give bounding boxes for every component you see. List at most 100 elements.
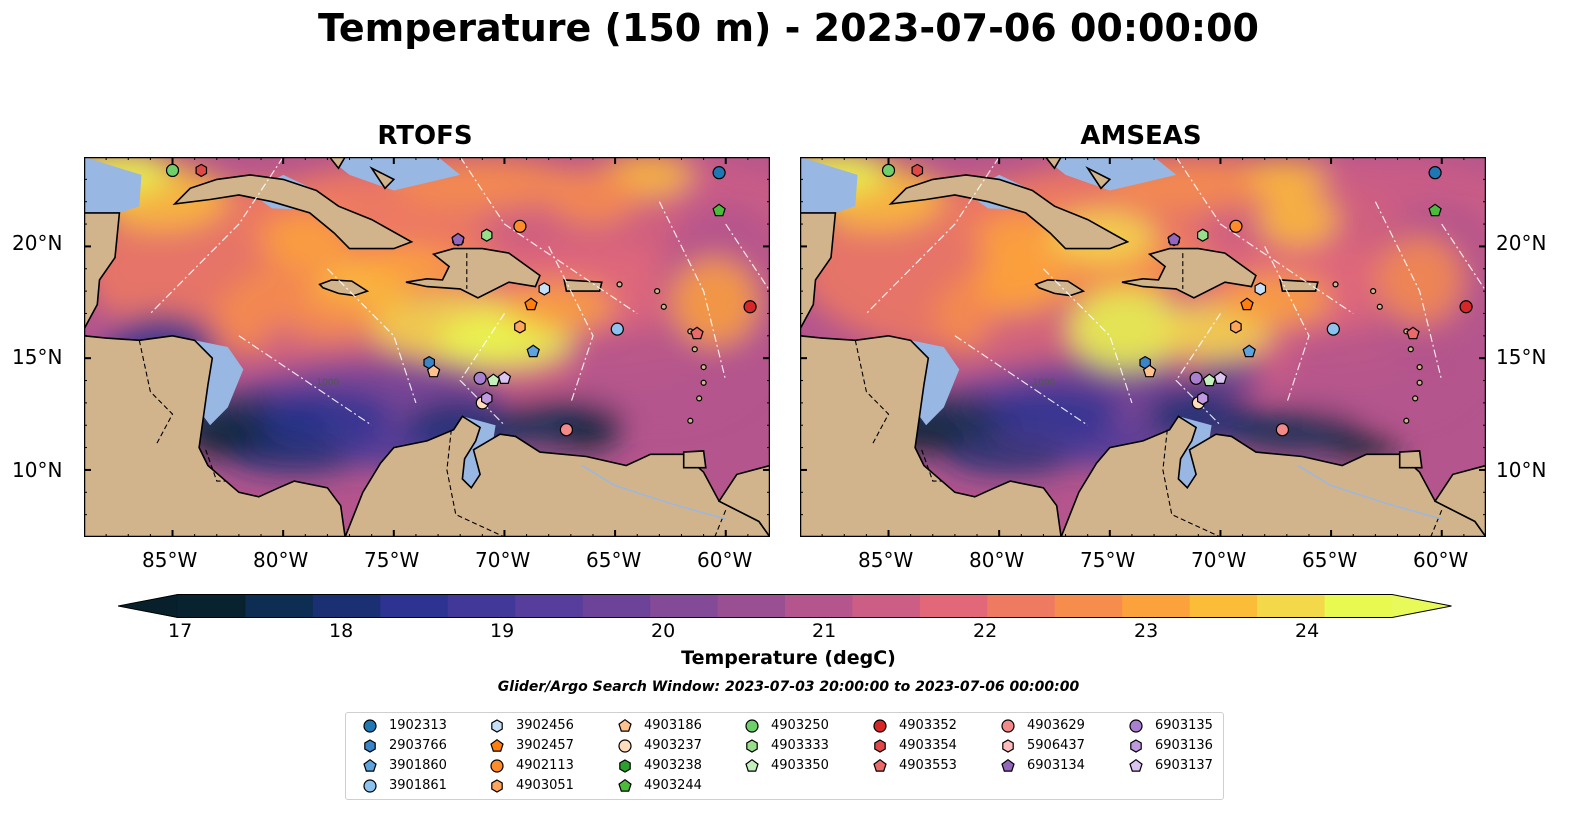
temperature-patch xyxy=(977,246,1066,314)
land-trinidad xyxy=(1398,450,1423,469)
colorbar-label: Temperature (degC) xyxy=(681,647,896,669)
lon-tick-60w-right: 60°W xyxy=(1413,548,1469,572)
colorbar-segment xyxy=(785,594,854,618)
eez-boundary xyxy=(1264,246,1310,404)
colorbar-segment xyxy=(447,594,516,618)
legend-marker-hexagon xyxy=(1130,739,1142,753)
legend-marker-pentagon xyxy=(745,758,759,772)
country-border xyxy=(921,449,942,482)
island xyxy=(1412,395,1419,402)
cbar-tick-22: 22 xyxy=(973,620,998,642)
island xyxy=(687,417,694,424)
legend-label: 4903553 xyxy=(899,758,957,773)
lon-tick-60w-left: 60°W xyxy=(697,548,753,572)
legend-marker-pentagon xyxy=(363,758,377,772)
land-rightCoast xyxy=(717,464,770,537)
isobath-label: 1000 xyxy=(1032,378,1055,388)
shallow-shelf xyxy=(194,340,244,426)
legend-marker-circle xyxy=(363,719,377,733)
lat-tick-15n-right: 15°N xyxy=(1496,345,1547,369)
colorbar xyxy=(118,594,1452,618)
colorbar-segment xyxy=(245,594,314,618)
legend-marker-hexagon xyxy=(491,779,503,793)
lat-tick-20n-right: 20°N xyxy=(1496,231,1547,255)
colorbar-segment xyxy=(515,594,584,618)
map-frame xyxy=(84,157,770,537)
legend-label: 4903629 xyxy=(1027,718,1085,733)
float-marker-4903354 xyxy=(911,163,924,178)
legend-label: 4903333 xyxy=(771,738,829,753)
colorbar-extend-low xyxy=(118,594,178,618)
temperature-patch xyxy=(1258,192,1338,247)
legend-marker-circle xyxy=(745,719,759,733)
legend-label: 3902456 xyxy=(516,718,574,733)
legend-marker-pentagon xyxy=(1129,758,1143,772)
legend-marker-pentagon xyxy=(618,778,632,792)
land-honduras xyxy=(800,334,1062,537)
lon-tick-80w-left: 80°W xyxy=(253,548,309,572)
float-marker-4903250 xyxy=(165,163,180,178)
lon-tick-85w-right: 85°W xyxy=(858,548,914,572)
float-marker-3902457 xyxy=(1240,297,1254,311)
legend-marker-hexagon xyxy=(1002,739,1014,753)
land-cuba xyxy=(888,174,1130,250)
lon-tick-65w-left: 65°W xyxy=(586,548,642,572)
island xyxy=(1416,364,1423,371)
float-marker-4903352 xyxy=(1459,300,1473,314)
shallow-shelf xyxy=(327,157,461,191)
float-marker-4903051 xyxy=(1230,320,1242,334)
legend-marker-circle xyxy=(363,779,377,793)
float-marker-4903250 xyxy=(881,163,896,178)
float-legend: 1902313 2903766 3901860 3901861 3902456 39024… xyxy=(345,712,1224,800)
lon-tick-75w-left: 75°W xyxy=(364,548,420,572)
rtofs-map: 1000 xyxy=(84,157,770,537)
colorbar-segment xyxy=(717,594,786,618)
lat-tick-15n-left: 15°N xyxy=(12,345,63,369)
island xyxy=(691,346,698,353)
legend-label: 4903354 xyxy=(899,738,957,753)
temperature-patch xyxy=(988,385,1121,439)
float-marker-4903553 xyxy=(690,326,704,340)
legend-label: 6903135 xyxy=(1155,718,1213,733)
land-jamaica xyxy=(318,279,370,297)
legend-label: 4903250 xyxy=(771,718,829,733)
cbar-tick-17: 17 xyxy=(168,620,193,642)
legend-marker-hexagon xyxy=(619,759,631,773)
eez-boundary xyxy=(1374,201,1443,381)
river xyxy=(1297,464,1442,520)
temperature-field xyxy=(800,157,1486,475)
map-frame xyxy=(800,157,1486,537)
float-marker-6903137 xyxy=(497,371,512,384)
legend-marker-pentagon xyxy=(1001,758,1015,772)
land-hispaniola xyxy=(405,247,541,299)
lat-tick-10n-left: 10°N xyxy=(12,458,63,482)
legend-marker-hexagon xyxy=(491,719,503,733)
land-bahamas2 xyxy=(369,166,396,190)
legend-label: 4903051 xyxy=(516,778,574,793)
island xyxy=(700,379,707,386)
country-border xyxy=(446,429,505,537)
temperature-patch xyxy=(283,295,372,341)
legend-label: 6903134 xyxy=(1027,758,1085,773)
panel-title-amseas: AMSEAS xyxy=(1080,121,1202,151)
cbar-tick-19: 19 xyxy=(490,620,515,642)
legend-label: 4903238 xyxy=(644,758,702,773)
colorbar-segment xyxy=(1054,594,1123,618)
land-rightCoast xyxy=(1433,464,1486,537)
country-border xyxy=(1162,429,1221,537)
legend-label: 3901860 xyxy=(389,758,447,773)
shallow-shelf xyxy=(84,157,142,213)
land-bahamas1 xyxy=(328,157,347,170)
shallow-shelf xyxy=(910,340,960,426)
country-border xyxy=(714,509,727,537)
temperature-patch xyxy=(561,423,616,450)
legend-label: 4903350 xyxy=(771,758,829,773)
legend-marker-circle xyxy=(873,719,887,733)
float-marker-4903629 xyxy=(559,423,574,437)
legend-label: 6903136 xyxy=(1155,738,1213,753)
legend-marker-hexagon xyxy=(364,739,376,753)
float-marker-4903354 xyxy=(195,163,208,178)
temperature-patch xyxy=(261,389,394,444)
eez-boundary xyxy=(238,335,373,426)
search-window-text: Glider/Argo Search Window: 2023-07-03 20… xyxy=(497,679,1080,695)
